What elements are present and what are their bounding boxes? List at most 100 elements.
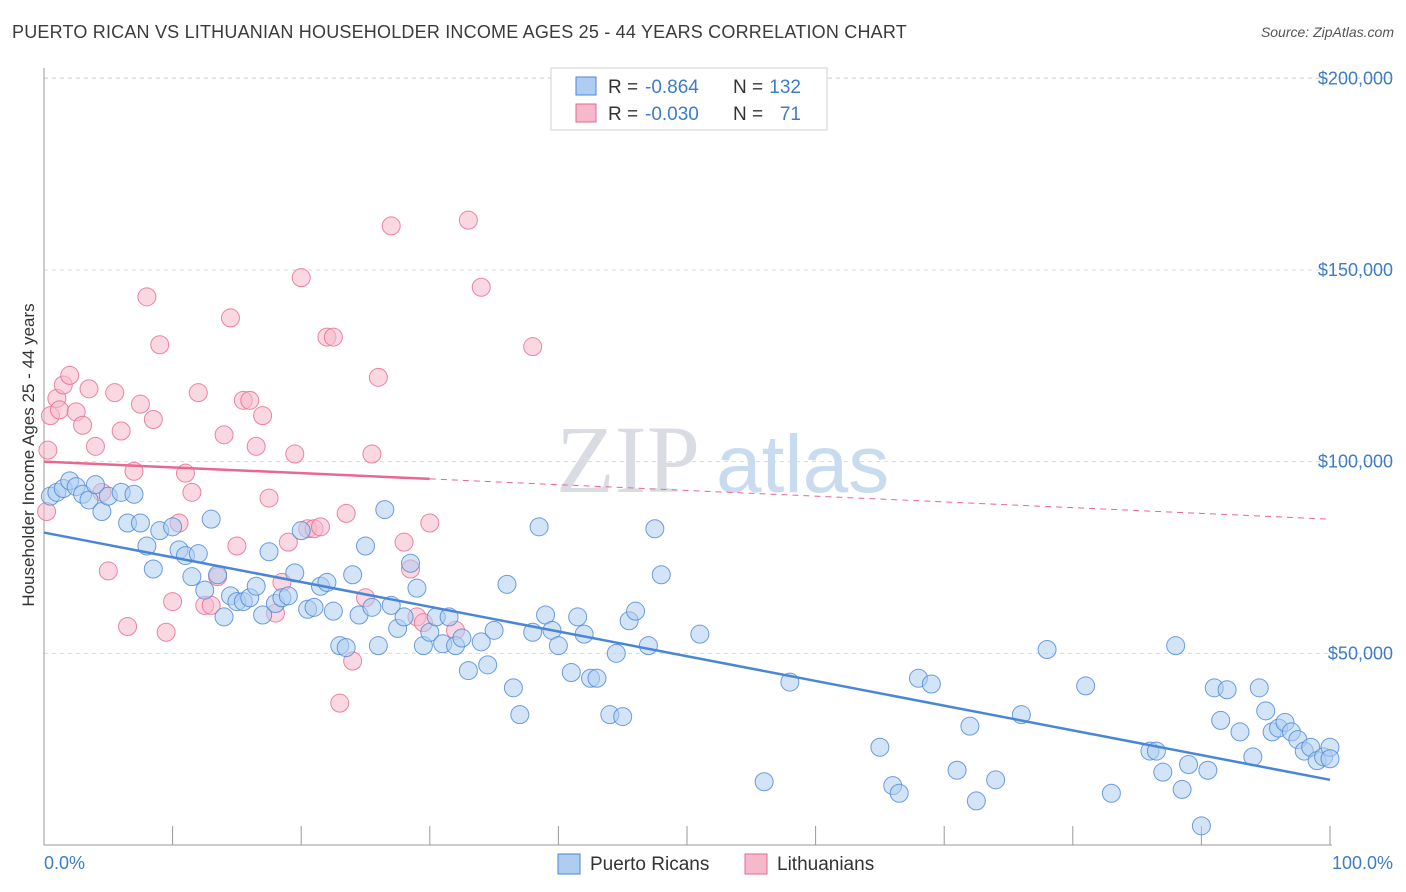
x-tick-label-max: 100.0% — [1332, 853, 1393, 873]
puerto-rican-point — [613, 707, 633, 727]
legend-swatch-blue — [575, 76, 597, 96]
lithuanian-point — [330, 693, 350, 713]
puerto-rican-point — [375, 500, 395, 520]
lithuanian-point — [49, 400, 69, 420]
puerto-rican-point — [259, 542, 279, 562]
puerto-rican-point — [1179, 755, 1199, 774]
puerto-rican-point — [587, 668, 607, 688]
puerto-rican-point — [503, 678, 523, 698]
lithuanian-point — [523, 337, 543, 357]
puerto-rican-point — [626, 601, 646, 621]
puerto-rican-point — [343, 565, 363, 585]
lithuanian-point — [471, 277, 491, 297]
legend-n-value: 132 — [769, 77, 801, 98]
puerto-rican-point — [182, 567, 202, 587]
lithuanian-point — [310, 517, 330, 537]
lithuanian-point — [182, 482, 202, 502]
legend-swatch-lithuanians — [744, 853, 768, 875]
lithuanian-point — [362, 444, 382, 464]
lithuanian-point — [60, 365, 80, 385]
trendline-puerto-ricans — [43, 531, 1331, 782]
watermark-atlas: atlas — [716, 419, 889, 510]
y-tick-label: $200,000 — [1318, 68, 1393, 88]
y-tick-labels: $50,000 $100,000 $150,000 $200,000 — [1318, 68, 1393, 663]
puerto-rican-point — [208, 565, 228, 585]
lithuanian-point — [240, 390, 260, 410]
x-tick-label-min: 0.0% — [44, 853, 85, 873]
puerto-rican-point — [323, 601, 343, 621]
lithuanian-point — [259, 488, 279, 508]
gridlines — [44, 77, 1394, 654]
lithuanian-point — [130, 394, 150, 414]
legend-r-label: R = — [608, 104, 638, 125]
lithuanian-point — [98, 561, 118, 581]
lithuanian-point — [137, 287, 157, 307]
x-ticks — [43, 826, 1331, 845]
puerto-rican-point — [458, 661, 478, 681]
lithuanian-point — [73, 415, 93, 435]
puerto-rican-point — [1320, 749, 1340, 769]
y-tick-label: $100,000 — [1318, 452, 1393, 472]
lithuanian-point — [291, 268, 311, 288]
watermark: ZIP atlas — [556, 406, 889, 513]
puerto-rican-point — [1256, 701, 1276, 721]
puerto-rican-point — [1101, 783, 1121, 803]
puerto-rican-point — [201, 509, 221, 529]
lithuanian-point — [156, 622, 176, 642]
legend-swatch-pink — [575, 103, 597, 123]
legend-n-label: N = — [733, 77, 763, 98]
puerto-rican-point — [1076, 676, 1096, 696]
lithuanian-point — [458, 210, 478, 230]
puerto-rican-point — [368, 636, 388, 656]
legend-label-lithuanians: Lithuanians — [777, 854, 874, 875]
puerto-rican-point — [1172, 779, 1192, 799]
series-puerto-ricans — [40, 471, 1340, 836]
puerto-rican-point — [253, 605, 273, 625]
puerto-rican-point — [1249, 678, 1269, 698]
puerto-rican-point — [85, 475, 105, 495]
lithuanian-point — [323, 327, 343, 347]
watermark-zip: ZIP — [556, 406, 700, 513]
lithuanian-point — [220, 308, 240, 328]
puerto-rican-point — [195, 580, 215, 600]
lithuanian-point — [394, 532, 414, 552]
legend-label-puerto-ricans: Puerto Ricans — [590, 854, 709, 875]
source-credit: Source: ZipAtlas.com — [1260, 24, 1394, 40]
puerto-rican-point — [407, 578, 427, 598]
lithuanian-point — [79, 379, 99, 399]
lithuanian-point — [253, 406, 273, 426]
puerto-rican-point — [124, 484, 144, 504]
puerto-rican-point — [645, 519, 665, 539]
puerto-rican-point — [1037, 640, 1057, 659]
puerto-rican-point — [947, 760, 967, 780]
legend-swatch-puerto-ricans — [557, 853, 581, 875]
puerto-rican-point — [529, 517, 549, 537]
lithuanian-point — [85, 436, 105, 456]
lithuanian-point — [118, 617, 138, 636]
correlation-legend: R = -0.864 N = 132 R = -0.030 N = 71 — [550, 67, 828, 131]
trendline-lithuanians-extension — [429, 478, 1331, 520]
puerto-rican-point — [1211, 710, 1231, 730]
lithuanian-point — [278, 532, 298, 552]
trend-lines — [43, 460, 1331, 782]
puerto-rican-point — [304, 597, 324, 617]
puerto-rican-point — [130, 513, 150, 533]
lithuanian-point — [143, 410, 163, 429]
lithuanian-point — [285, 444, 305, 464]
puerto-rican-point — [986, 770, 1006, 790]
lithuanian-point — [227, 536, 247, 556]
puerto-rican-point — [1191, 816, 1211, 836]
y-tick-label: $50,000 — [1328, 643, 1393, 663]
legend-r-value: -0.864 — [645, 77, 699, 98]
puerto-rican-point — [651, 565, 671, 585]
y-tick-label: $150,000 — [1318, 260, 1393, 280]
puerto-rican-point — [1230, 722, 1250, 742]
puerto-rican-point — [1166, 636, 1186, 656]
lithuanian-point — [246, 436, 266, 456]
lithuanian-point — [420, 513, 440, 533]
lithuanian-point — [214, 425, 234, 445]
legend-box — [550, 67, 828, 131]
puerto-rican-point — [471, 632, 491, 652]
puerto-rican-point — [568, 607, 588, 627]
